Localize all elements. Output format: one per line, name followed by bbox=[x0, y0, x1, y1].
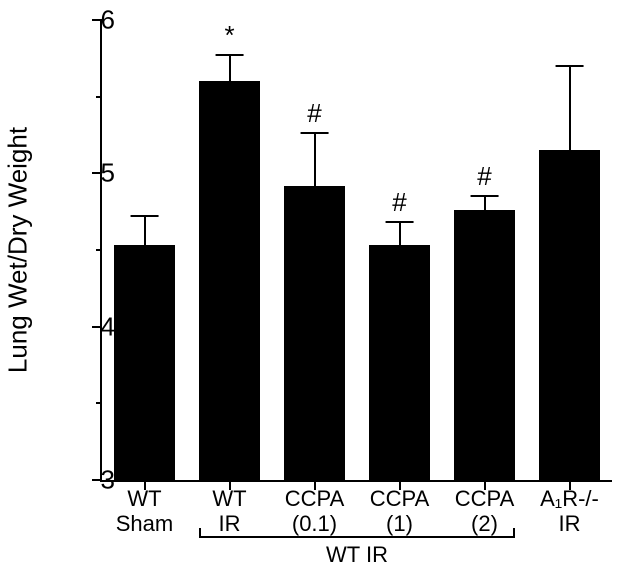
bar bbox=[114, 245, 175, 480]
error-cap bbox=[555, 65, 584, 67]
error-cap bbox=[300, 132, 329, 134]
bar-chart: Lung Wet/Dry Weight WTSham*WTIR#CCPA(0.1… bbox=[0, 0, 635, 571]
error-cap bbox=[130, 215, 159, 217]
error-cap bbox=[215, 54, 244, 56]
y-tick-label: 6 bbox=[101, 5, 115, 36]
y-tick-minor bbox=[96, 402, 102, 404]
bar bbox=[199, 81, 260, 480]
error-cap bbox=[385, 221, 414, 223]
y-tick-minor bbox=[96, 96, 102, 98]
x-tick-label: WTSham bbox=[116, 486, 173, 537]
error-cap bbox=[470, 195, 499, 197]
x-tick-label: CCPA(0.1) bbox=[285, 486, 345, 537]
y-axis-title: Lung Wet/Dry Weight bbox=[3, 127, 34, 373]
x-tick-label: A₁R-/-IR bbox=[540, 486, 599, 537]
y-tick-minor bbox=[96, 249, 102, 251]
group-bracket-label: WT IR bbox=[326, 542, 388, 568]
significance-marker: # bbox=[477, 161, 491, 192]
significance-marker: # bbox=[392, 187, 406, 218]
error-bar bbox=[144, 216, 146, 245]
x-tick-label: CCPA(1) bbox=[370, 486, 430, 537]
bar bbox=[539, 150, 600, 480]
y-tick-label: 4 bbox=[101, 311, 115, 342]
y-tick-label: 5 bbox=[101, 158, 115, 189]
significance-marker: * bbox=[224, 20, 234, 51]
error-bar bbox=[569, 66, 571, 150]
y-tick-label: 3 bbox=[101, 465, 115, 496]
plot-area: WTSham*WTIR#CCPA(0.1)#CCPA(1)#CCPA(2)A₁R… bbox=[100, 20, 612, 482]
error-bar bbox=[314, 133, 316, 185]
group-bracket bbox=[199, 536, 515, 538]
error-bar bbox=[399, 222, 401, 245]
error-bar bbox=[229, 55, 231, 81]
bar bbox=[369, 245, 430, 480]
bar bbox=[454, 210, 515, 480]
error-bar bbox=[484, 196, 486, 210]
x-tick-label: CCPA(2) bbox=[455, 486, 515, 537]
significance-marker: # bbox=[307, 98, 321, 129]
bar bbox=[284, 186, 345, 480]
x-tick-label: WTIR bbox=[212, 486, 246, 537]
